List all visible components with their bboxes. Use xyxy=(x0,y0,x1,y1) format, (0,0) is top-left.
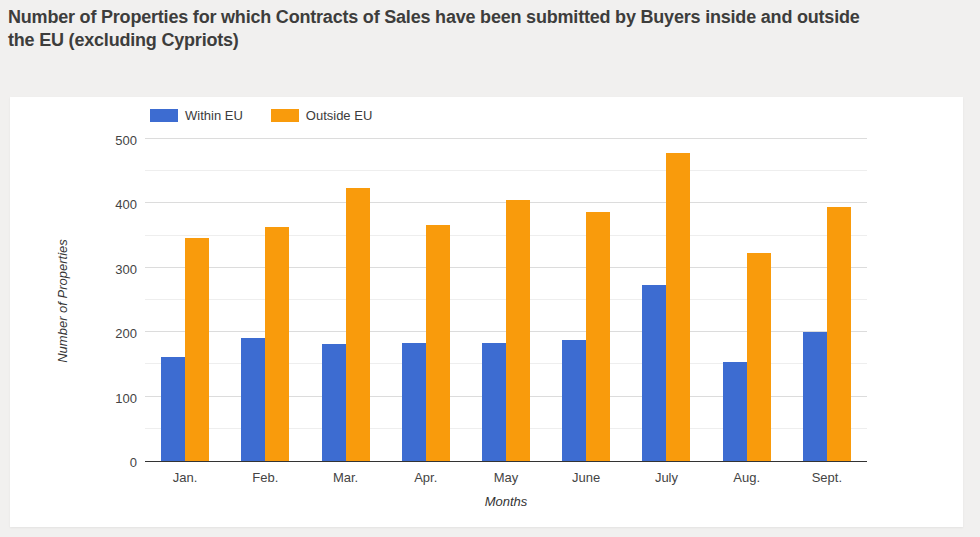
x-tick-label-sept: Sept. xyxy=(787,470,867,485)
x-tick-label-may: May xyxy=(466,470,546,485)
bar-group-mar xyxy=(305,188,385,461)
bar-outside-eu-june[interactable] xyxy=(586,212,610,461)
x-tick-label-aug: Aug. xyxy=(707,470,787,485)
x-tick-label-june: June xyxy=(546,470,626,485)
bar-within-eu-apr[interactable] xyxy=(402,343,426,461)
bar-group-jan xyxy=(145,238,225,461)
bar-within-eu-may[interactable] xyxy=(482,343,506,461)
legend-label-within-eu: Within EU xyxy=(185,108,243,123)
x-tick-label-apr: Apr. xyxy=(386,470,466,485)
bar-outside-eu-may[interactable] xyxy=(506,200,530,461)
bar-outside-eu-jan[interactable] xyxy=(185,238,209,461)
bar-outside-eu-apr[interactable] xyxy=(426,225,450,461)
y-tick-label-400: 400 xyxy=(115,198,137,211)
bar-group-june xyxy=(546,212,626,461)
bar-within-eu-jan[interactable] xyxy=(161,357,185,461)
y-tick-label-200: 200 xyxy=(115,327,137,340)
bar-within-eu-sept[interactable] xyxy=(803,332,827,461)
bar-within-eu-mar[interactable] xyxy=(322,344,346,461)
bar-within-eu-aug[interactable] xyxy=(723,362,747,461)
gridline-450 xyxy=(145,170,867,171)
legend-swatch-within-eu xyxy=(150,109,178,122)
bar-group-sept xyxy=(787,207,867,461)
legend-item-within-eu: Within EU xyxy=(150,108,243,123)
x-tick-label-mar: Mar. xyxy=(305,470,385,485)
bar-outside-eu-sept[interactable] xyxy=(827,207,851,461)
plot-area xyxy=(145,140,867,462)
chart-legend: Within EU Outside EU xyxy=(150,108,372,123)
page: Number of Properties for which Contracts… xyxy=(0,0,980,537)
x-tick-label-feb: Feb. xyxy=(225,470,305,485)
gridline-500 xyxy=(145,138,867,139)
legend-label-outside-eu: Outside EU xyxy=(306,108,372,123)
bar-outside-eu-mar[interactable] xyxy=(346,188,370,461)
x-axis-title: Months xyxy=(145,494,867,509)
bar-group-feb xyxy=(225,227,305,461)
bar-within-eu-july[interactable] xyxy=(642,285,666,461)
legend-swatch-outside-eu xyxy=(271,109,299,122)
bar-group-aug xyxy=(707,253,787,461)
bar-outside-eu-july[interactable] xyxy=(666,153,690,461)
bar-within-eu-june[interactable] xyxy=(562,340,586,461)
bar-outside-eu-aug[interactable] xyxy=(747,253,771,461)
x-tick-label-jan: Jan. xyxy=(145,470,225,485)
chart-card: Within EUOutside EU Number of Properties… xyxy=(10,97,963,527)
legend-item-outside-eu: Outside EU xyxy=(271,108,372,123)
y-tick-label-0: 0 xyxy=(130,456,137,469)
bar-group-apr xyxy=(386,225,466,461)
y-tick-label-100: 100 xyxy=(115,391,137,404)
x-axis-labels: Jan.Feb.Mar.Apr.MayJuneJulyAug.Sept. xyxy=(145,470,867,486)
y-axis-ticks: 0100200300400500 xyxy=(10,140,137,462)
bar-group-may xyxy=(466,200,546,461)
bar-group-july xyxy=(626,153,706,461)
bar-within-eu-feb[interactable] xyxy=(241,338,265,461)
x-tick-label-july: July xyxy=(626,470,706,485)
y-tick-label-300: 300 xyxy=(115,262,137,275)
bar-outside-eu-feb[interactable] xyxy=(265,227,289,461)
page-title: Number of Properties for which Contracts… xyxy=(0,0,885,52)
y-tick-label-500: 500 xyxy=(115,134,137,147)
